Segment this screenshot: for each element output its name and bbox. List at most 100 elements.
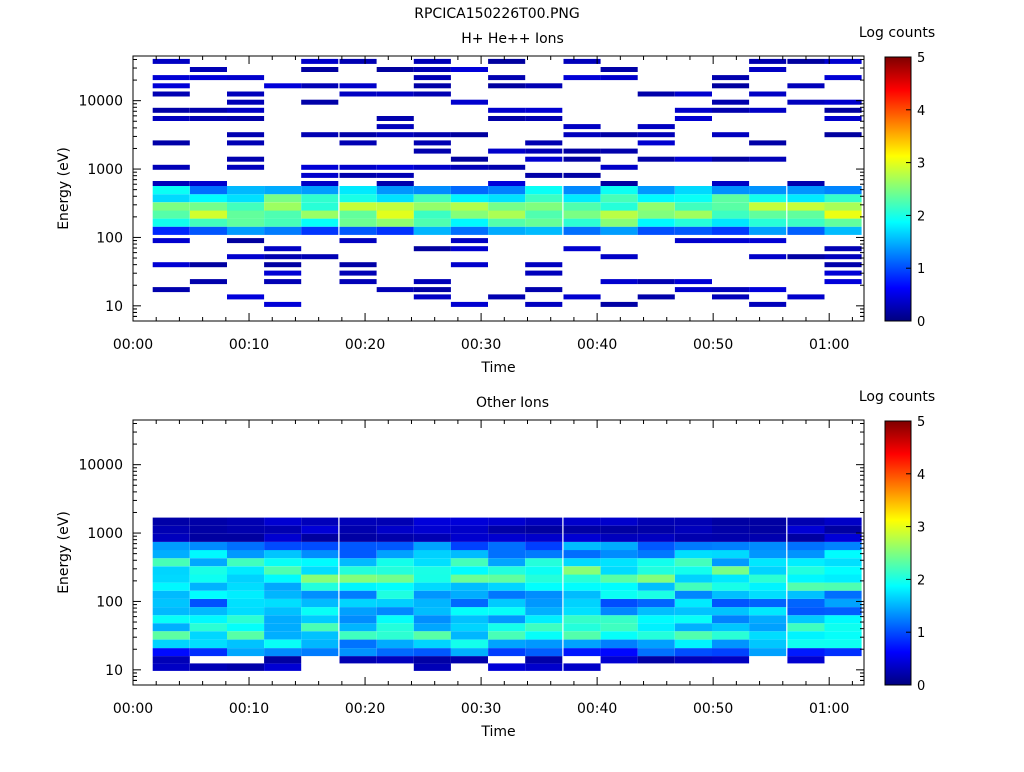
heatmap-cell: [674, 656, 712, 664]
heatmap-cell: [488, 623, 526, 632]
heatmap-cell: [339, 574, 377, 583]
heatmap-cell: [301, 582, 339, 591]
heatmap-cell: [637, 590, 675, 599]
heatmap-cell: [712, 590, 750, 599]
colorbar-tick-label: 4: [917, 104, 925, 119]
heatmap-cell: [787, 558, 825, 567]
heatmap-cell: [189, 590, 227, 599]
heatmap-cell: [674, 533, 712, 542]
heatmap-cell: [301, 566, 339, 575]
heatmap-cell: [152, 83, 190, 89]
heatmap-cell: [227, 598, 265, 608]
heatmap-cell: [376, 124, 414, 130]
heatmap-cell: [339, 631, 377, 640]
heatmap-cell: [674, 238, 712, 244]
colorbar-tick-label: 1: [917, 626, 925, 641]
heatmap-cell: [824, 107, 862, 113]
heatmap-cell: [637, 533, 675, 542]
heatmap-cell: [227, 218, 265, 227]
heatmap-cell: [525, 301, 563, 307]
heatmap-cell: [637, 648, 675, 657]
heatmap-cell: [787, 210, 825, 219]
heatmap-cell: [264, 656, 302, 664]
heatmap-cell: [413, 648, 451, 657]
colorbar-tick-label: 0: [917, 679, 925, 694]
heatmap-cell: [637, 140, 675, 146]
heatmap-cell: [787, 550, 825, 559]
plot-frame: [132, 55, 865, 322]
heatmap-cell: [339, 639, 377, 649]
heatmap-cell: [450, 598, 488, 608]
heatmap-cell: [600, 181, 638, 186]
heatmap-cell: [152, 140, 190, 146]
heatmap-cell: [600, 279, 638, 285]
heatmap-cell: [674, 91, 712, 97]
heatmap-cell: [712, 238, 750, 244]
heatmap-cell: [525, 218, 563, 227]
heatmap-cell: [787, 574, 825, 583]
heatmap-cell: [637, 623, 675, 632]
heatmap-cell: [413, 164, 451, 170]
heatmap-cell: [339, 238, 377, 244]
heatmap-cell: [264, 582, 302, 591]
heatmap-cell: [488, 663, 526, 671]
heatmap-cell: [525, 631, 563, 640]
heatmap-cell: [674, 525, 712, 534]
heatmap-cell: [413, 279, 451, 285]
heatmap-cell: [600, 67, 638, 72]
heatmap-cell: [674, 156, 712, 162]
panel-title: Other Ions: [476, 395, 549, 411]
heatmap-cell: [563, 639, 601, 649]
heatmap-cell: [525, 156, 563, 162]
heatmap-cell: [227, 140, 265, 146]
heatmap-cell: [824, 648, 862, 657]
heatmap-cell: [600, 541, 638, 551]
heatmap-cell: [450, 541, 488, 551]
heatmap-cell: [674, 107, 712, 113]
heatmap-cell: [152, 107, 190, 113]
heatmap-cell: [189, 186, 227, 195]
heatmap-cell: [376, 164, 414, 170]
heatmap-cell: [525, 582, 563, 591]
heatmap-cell: [413, 607, 451, 616]
heatmap-cell: [227, 648, 265, 657]
heatmap-cell: [301, 58, 339, 64]
heatmap-cell: [376, 67, 414, 72]
heatmap-cell: [637, 607, 675, 616]
heatmap-cell: [525, 116, 563, 121]
heatmap-cell: [525, 566, 563, 575]
heatmap-cell: [339, 558, 377, 567]
heatmap-cell: [787, 623, 825, 632]
heatmap-cell: [525, 541, 563, 551]
heatmap-cell: [152, 218, 190, 227]
heatmap-cell: [227, 156, 265, 162]
heatmap-cell: [563, 148, 601, 154]
heatmap-cell: [563, 623, 601, 632]
heatmap-cell: [376, 574, 414, 583]
x-tick-label: 00:30: [461, 701, 501, 717]
heatmap-cell: [712, 574, 750, 583]
heatmap-cell: [450, 639, 488, 649]
heatmap-cell: [563, 132, 601, 138]
heatmap-cell: [339, 525, 377, 534]
heatmap-cell: [749, 631, 787, 640]
x-axis-label: Time: [480, 724, 515, 740]
heatmap-cell: [525, 194, 563, 203]
heatmap-cell: [712, 525, 750, 534]
heatmap-cell: [264, 566, 302, 575]
heatmap-cell: [227, 132, 265, 138]
heatmap-cell: [450, 194, 488, 203]
heatmap-cell: [152, 75, 190, 81]
heatmap-cell: [339, 550, 377, 559]
colorbar-tick-label: 5: [917, 51, 925, 66]
heatmap-cell: [525, 517, 563, 526]
heatmap-cell: [227, 202, 265, 211]
heatmap-cell: [712, 607, 750, 616]
heatmap-cell: [637, 226, 675, 235]
heatmap-cell: [525, 574, 563, 583]
heatmap-cell: [637, 202, 675, 211]
heatmap-cell: [301, 533, 339, 542]
heatmap-cell: [674, 590, 712, 599]
